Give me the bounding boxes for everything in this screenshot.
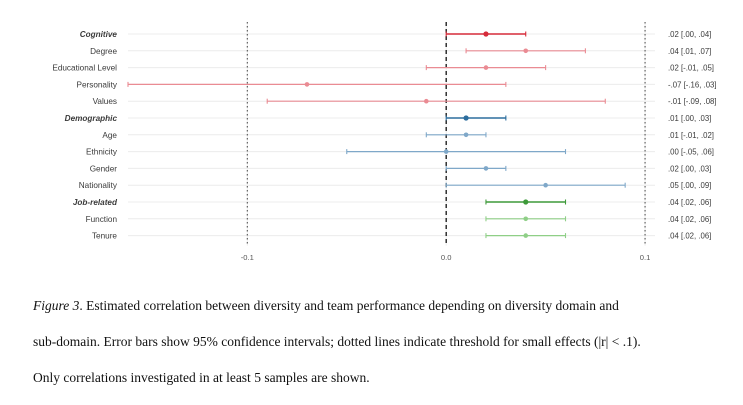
point-estimate-nationality [543,182,548,188]
point-estimate-values [424,98,429,104]
row-label-tenure: Tenure [92,232,117,241]
ci-label-nationality: .05 [.00, .09] [668,181,711,190]
point-estimate-function [523,216,529,222]
figure-caption-line-3: Only correlations investigated in at lea… [33,370,733,386]
ci-label-gender: .02 [.00, .03] [668,164,711,173]
forest-plot: Cognitive .02 [.00, .04] Degree .04 [.01, .… [52,22,717,262]
ci-label-personality: -.07 [-.16, .03] [668,80,717,89]
point-estimate-age [463,132,469,138]
row-label-age: Age [102,131,117,140]
ci-label-tenure: .04 [.02, .06] [668,232,711,241]
row-label-personality: Personality [76,80,117,89]
point-estimate-demographic [463,115,469,121]
point-estimate-ethnicity [443,149,449,154]
point-estimate-degree [523,48,529,54]
x-tick-label: -0.1 [241,253,254,262]
row-label-educational-level: Educational Level [52,64,117,73]
point-estimate-tenure [523,233,529,238]
ci-label-age: .01 [-.01, .02] [668,131,714,140]
x-tick-label: 0.0 [441,253,452,262]
row-label-function: Function [86,215,118,224]
ci-label-cognitive: .02 [.00, .04] [668,30,711,39]
point-estimate-cognitive [483,31,489,37]
ci-label-ethnicity: .00 [-.05, .06] [668,148,714,157]
figure-caption-line-1: Figure 3. Estimated correlation between … [33,298,733,314]
row-label-values: Values [93,97,117,106]
row-label-nationality: Nationality [79,181,118,190]
caption-text-3: Only correlations investigated in at lea… [33,370,370,385]
ci-label-job-related: .04 [.02, .06] [668,198,711,207]
ci-label-educational-level: .02 [-.01, .05] [668,64,714,73]
ci-label-function: .04 [.02, .06] [668,215,711,224]
row-label-cognitive: Cognitive [80,30,118,39]
row-label-gender: Gender [90,164,118,173]
point-estimate-gender [483,166,489,171]
x-tick-label: 0.1 [640,253,651,262]
point-estimate-job-related [523,199,529,205]
ci-label-degree: .04 [.01, .07] [668,47,711,56]
row-label-job-related: Job-related [73,198,118,207]
row-label-degree: Degree [90,47,117,56]
figure-label: Figure 3 [33,298,80,313]
row-label-ethnicity: Ethnicity [86,148,118,157]
caption-text-2: sub-domain. Error bars show 95% confiden… [33,334,641,349]
ci-label-demographic: .01 [.00, .03] [668,114,711,123]
figure-caption-line-2: sub-domain. Error bars show 95% confiden… [33,334,733,350]
point-estimate-educational-level [483,65,489,70]
caption-text-1: . Estimated correlation between diversit… [79,298,619,313]
point-estimate-personality [304,82,310,87]
row-label-demographic: Demographic [65,114,118,123]
ci-label-values: -.01 [-.09, .08] [668,97,717,106]
